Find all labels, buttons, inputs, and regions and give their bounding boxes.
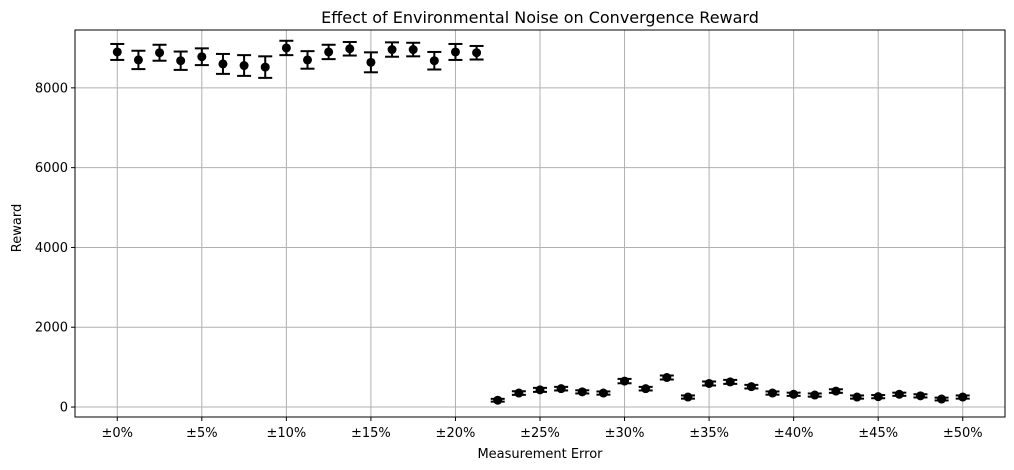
data-point bbox=[450, 47, 460, 57]
data-point bbox=[303, 55, 312, 65]
data-point bbox=[155, 48, 165, 58]
data-point bbox=[176, 56, 186, 66]
x-tick-label: ±35% bbox=[689, 426, 729, 441]
data-point bbox=[472, 48, 482, 58]
x-tick-label: ±20% bbox=[436, 426, 476, 441]
data-point bbox=[683, 392, 693, 402]
data-point bbox=[493, 395, 503, 405]
data-point bbox=[598, 388, 608, 398]
grid bbox=[75, 30, 1005, 417]
data-point bbox=[725, 377, 735, 387]
data-point bbox=[958, 392, 968, 402]
data-point bbox=[810, 390, 820, 400]
x-tick-label: ±50% bbox=[943, 426, 983, 441]
x-tick-label: ±40% bbox=[774, 426, 814, 441]
x-tick-label: ±10% bbox=[266, 426, 306, 441]
data-point bbox=[112, 47, 122, 57]
data-point bbox=[894, 389, 904, 399]
data-point bbox=[704, 378, 714, 388]
data-point bbox=[133, 55, 143, 65]
data-point bbox=[915, 391, 925, 401]
data-point bbox=[260, 62, 270, 72]
data-point bbox=[218, 59, 228, 69]
y-axis-label: Reward bbox=[10, 204, 25, 252]
y-tick-label: 8000 bbox=[35, 81, 68, 96]
data-point bbox=[789, 389, 799, 399]
data-point bbox=[387, 45, 397, 55]
plot-frame bbox=[74, 29, 1006, 418]
data-point bbox=[281, 43, 291, 53]
axis-ticks: ±0% ±5% ±10% ±15% ±20% ±25% ±30% ±35% ±40% ±45% ±5… bbox=[35, 81, 983, 441]
data-point bbox=[239, 61, 249, 71]
data-point bbox=[768, 388, 777, 398]
y-tick-label: 4000 bbox=[35, 241, 68, 256]
y-tick-label: 6000 bbox=[35, 161, 68, 176]
x-axis-label: Measurement Error bbox=[477, 447, 603, 462]
data-point bbox=[556, 384, 566, 394]
data-point bbox=[366, 57, 376, 67]
data-marks bbox=[110, 39, 970, 405]
data-point bbox=[197, 52, 207, 62]
x-tick-label: ±5% bbox=[186, 426, 218, 441]
data-point bbox=[873, 392, 883, 402]
data-point bbox=[408, 45, 418, 55]
data-point bbox=[746, 382, 756, 392]
data-point bbox=[324, 47, 334, 57]
data-point bbox=[937, 394, 947, 404]
y-tick-label: 0 bbox=[60, 401, 68, 416]
data-point bbox=[662, 373, 672, 383]
data-point bbox=[577, 387, 587, 397]
x-tick-label: ±15% bbox=[351, 426, 391, 441]
data-point bbox=[831, 386, 841, 396]
x-tick-label: ±0% bbox=[102, 426, 134, 441]
data-point bbox=[429, 56, 439, 66]
x-tick-label: ±45% bbox=[858, 426, 898, 441]
data-point bbox=[535, 385, 545, 395]
data-point bbox=[620, 376, 630, 386]
x-tick-label: ±25% bbox=[520, 426, 560, 441]
chart-title: Effect of Environmental Noise on Converg… bbox=[321, 8, 759, 27]
data-point bbox=[852, 392, 862, 402]
x-tick-label: ±30% bbox=[605, 426, 645, 441]
data-point bbox=[641, 384, 651, 394]
data-point bbox=[345, 44, 355, 54]
y-tick-label: 2000 bbox=[35, 321, 68, 336]
data-point bbox=[514, 388, 524, 398]
